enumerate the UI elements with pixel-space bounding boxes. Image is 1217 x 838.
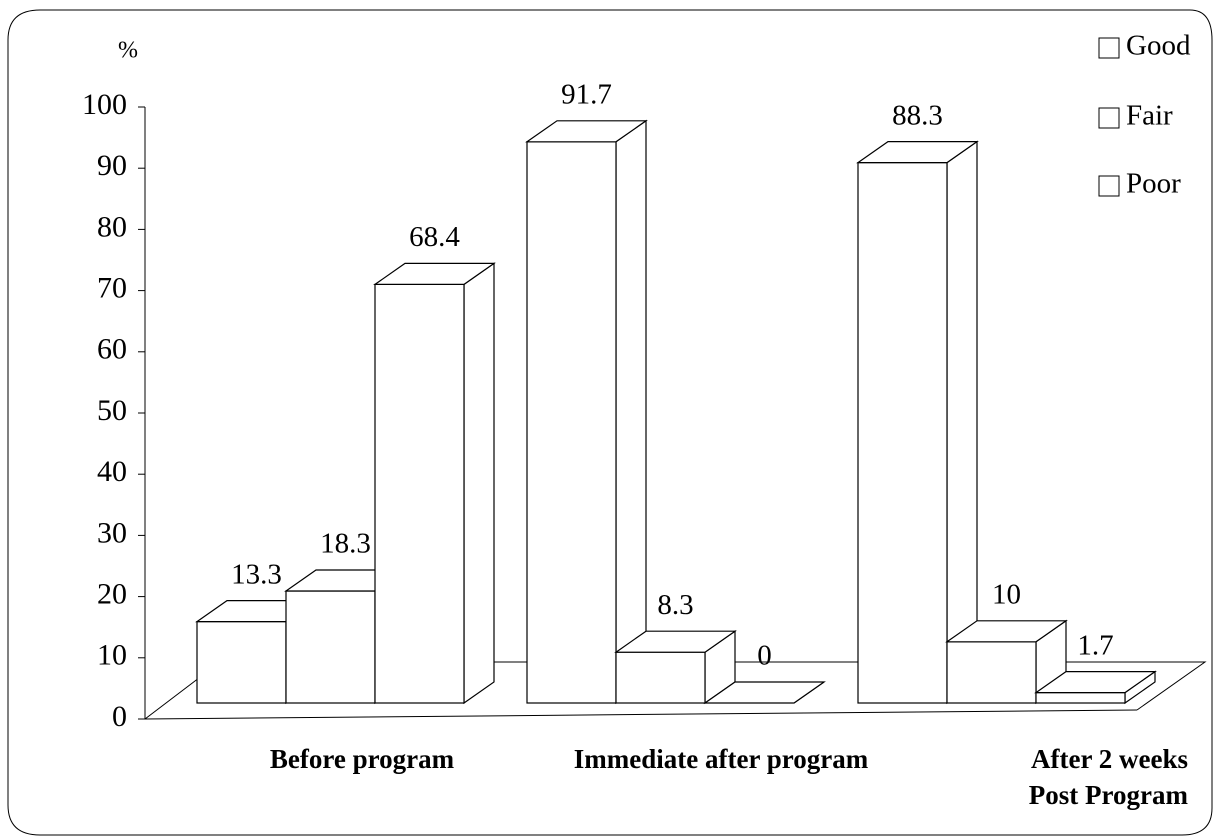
value-label: 91.7 bbox=[561, 78, 612, 110]
value-label: 1.7 bbox=[1077, 629, 1113, 661]
bar bbox=[373, 262, 496, 705]
y-tick-label: 90 bbox=[97, 149, 127, 182]
bar bbox=[1034, 670, 1157, 705]
y-axis-label: % bbox=[118, 38, 138, 64]
x-tick-label: Before program bbox=[270, 744, 455, 774]
y-tick-label: 30 bbox=[97, 516, 127, 549]
y-tick-label: 40 bbox=[97, 455, 127, 488]
legend-swatch bbox=[1098, 37, 1120, 59]
y-tick-label: 70 bbox=[97, 271, 127, 304]
value-label: 68.4 bbox=[409, 221, 460, 253]
bar-top bbox=[373, 262, 496, 285]
bar-front bbox=[526, 141, 617, 704]
value-label: 10 bbox=[992, 578, 1021, 610]
value-label: 88.3 bbox=[892, 99, 943, 131]
bar bbox=[703, 681, 826, 704]
bar bbox=[525, 119, 648, 705]
bar-side bbox=[463, 262, 495, 705]
bar-front bbox=[615, 651, 706, 704]
bar-side bbox=[946, 140, 978, 705]
y-tick-label: 80 bbox=[97, 210, 127, 243]
x-axis bbox=[144, 709, 1138, 720]
bar bbox=[856, 140, 979, 705]
value-label: 8.3 bbox=[657, 589, 693, 621]
bar-top bbox=[614, 630, 737, 653]
legend-label: Good bbox=[1126, 30, 1191, 62]
chart-frame bbox=[7, 9, 1213, 836]
y-tick-label: 50 bbox=[97, 394, 127, 427]
x-tick-label: Immediate after program bbox=[574, 744, 869, 774]
bar bbox=[614, 630, 737, 705]
y-tick-label: 10 bbox=[97, 639, 127, 672]
bar-front bbox=[196, 621, 287, 704]
x-tick-label: After 2 weeks Post Program bbox=[1029, 744, 1189, 810]
bar-front bbox=[285, 590, 376, 704]
y-tick-label: 0 bbox=[112, 700, 127, 733]
bar-front bbox=[946, 641, 1037, 704]
value-label: 0 bbox=[757, 640, 772, 672]
bar-top bbox=[1034, 670, 1157, 694]
legend-label: Poor bbox=[1126, 168, 1181, 200]
y-tick-label: 20 bbox=[97, 577, 127, 610]
bar-front bbox=[1035, 691, 1126, 704]
bar-side bbox=[615, 119, 647, 705]
bar-front bbox=[857, 162, 948, 704]
value-label: 13.3 bbox=[231, 558, 282, 590]
legend-swatch bbox=[1098, 107, 1120, 129]
y-tick-label: 100 bbox=[82, 88, 127, 121]
bar-top bbox=[703, 681, 826, 704]
legend-label: Fair bbox=[1126, 100, 1173, 132]
bar-top bbox=[525, 120, 648, 143]
value-label: 18.3 bbox=[320, 528, 371, 560]
bar-front bbox=[374, 283, 465, 704]
bar-top bbox=[856, 141, 979, 164]
y-tick-label: 60 bbox=[97, 333, 127, 366]
bar bbox=[945, 619, 1068, 705]
legend-swatch bbox=[1098, 175, 1120, 197]
bar-top bbox=[945, 620, 1068, 643]
